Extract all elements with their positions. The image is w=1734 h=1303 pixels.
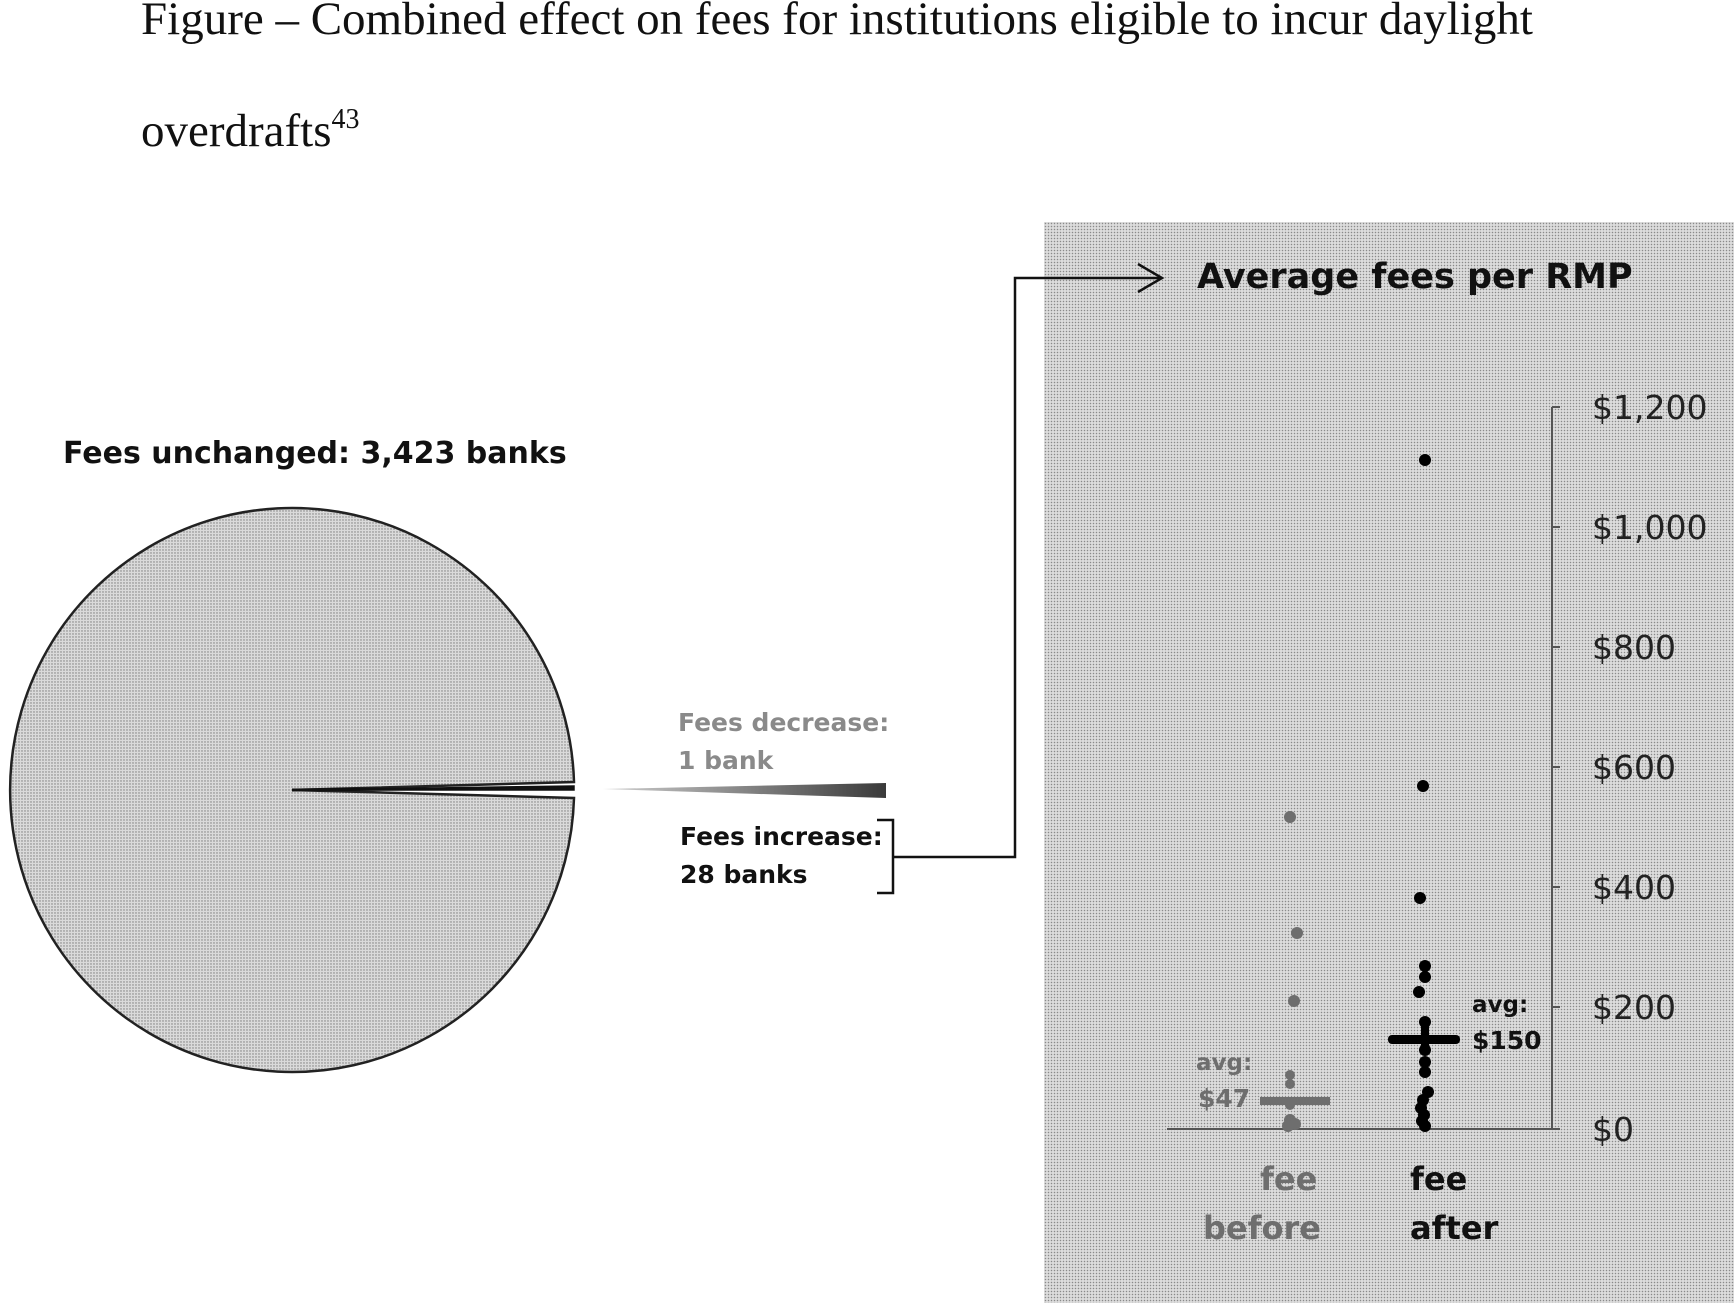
footnote-marker[interactable]: 43 (331, 104, 360, 135)
scatter-panel-background (1044, 222, 1734, 1303)
x-label-before-line2: before (1203, 1209, 1321, 1247)
figure-title-line-2: overdrafts43 (141, 105, 360, 157)
label-fees-decrease: Fees decrease: (678, 708, 890, 737)
pie-chart (8, 506, 576, 1074)
label-fees-unchanged: Fees unchanged: 3,423 banks (63, 436, 567, 471)
tick-1000: $1,000 (1592, 508, 1708, 547)
tick-600: $600 (1592, 748, 1676, 787)
tick-400: $400 (1592, 868, 1676, 907)
tick-200: $200 (1592, 988, 1676, 1027)
pie-slice-decrease-exploded[interactable] (603, 783, 886, 798)
title-text: overdrafts (141, 105, 332, 157)
x-label-after-line2: after (1410, 1209, 1499, 1247)
x-label-before-line1: fee (1260, 1160, 1318, 1198)
tick-0: $0 (1592, 1110, 1634, 1149)
avg-after-label: avg: (1472, 992, 1529, 1018)
series-fee-after (1388, 454, 1460, 1132)
label-increase-count: 28 banks (680, 860, 808, 889)
scatter-title: Average fees per RMP (1197, 257, 1633, 297)
connector-arrow (877, 262, 1165, 895)
label-decrease-count: 1 bank (678, 746, 774, 775)
pie-slice-unchanged[interactable] (8, 506, 576, 1074)
tick-800: $800 (1592, 628, 1676, 667)
tick-1200: $1,200 (1592, 388, 1708, 427)
figure-title-line-1: Figure – Combined effect on fees for ins… (141, 0, 1533, 45)
x-label-after-line1: fee (1410, 1160, 1468, 1198)
scatter-axes (1167, 406, 1560, 1130)
label-fees-increase: Fees increase: (680, 822, 883, 851)
avg-before-label: avg: (1196, 1050, 1253, 1076)
avg-before-value: $47 (1198, 1084, 1251, 1113)
avg-after-value: $150 (1472, 1026, 1542, 1055)
series-fee-before (1260, 811, 1330, 1132)
avg-marker-before (1260, 1097, 1330, 1105)
